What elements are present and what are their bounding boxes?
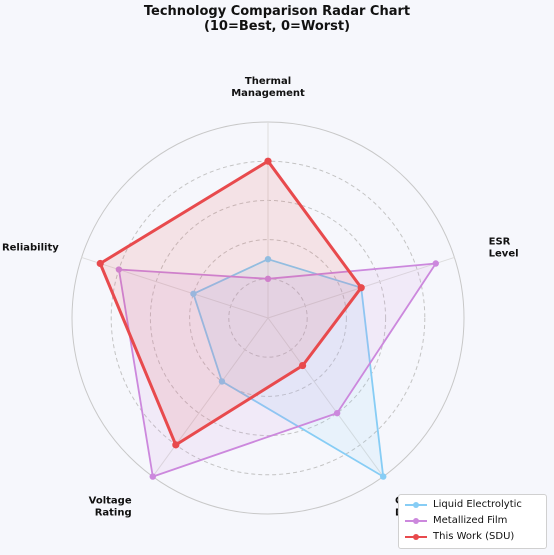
- series-area-1: [118, 262, 437, 478]
- series-0-point-3: [190, 290, 197, 297]
- legend-swatch: [405, 518, 427, 524]
- legend-item: This Work (SDU): [399, 529, 546, 545]
- series-1-point-0: [432, 260, 439, 267]
- series-1-point-4: [264, 275, 272, 282]
- grid-ring-4: [189, 239, 347, 397]
- axis-label-4: Thermal Management: [231, 76, 305, 99]
- series-area-0: [192, 258, 385, 478]
- series-2-point-1: [298, 361, 307, 370]
- legend-swatch: [405, 502, 427, 508]
- legend-swatch: [405, 534, 427, 540]
- grid-spoke-2: [152, 317, 269, 477]
- legend-item: Metallized Film: [399, 513, 546, 529]
- series-0-point-2: [218, 378, 226, 385]
- series-2-point-2: [172, 441, 180, 449]
- chart-title: Technology Comparison Radar Chart (10=Be…: [0, 4, 554, 34]
- series-1-point-3: [115, 266, 123, 273]
- chart-title-main: Technology Comparison Radar Chart: [143, 4, 411, 19]
- grid-spoke-1: [267, 317, 384, 477]
- axis-label-2: Voltage Rating: [89, 496, 132, 519]
- legend: Liquid Electrolytic Metallized Film This W…: [398, 494, 547, 549]
- axis-label-3: Reliability: [2, 242, 59, 253]
- series-area-2: [98, 159, 363, 447]
- series-0-point-4: [264, 256, 272, 263]
- legend-item: Liquid Electrolytic: [399, 497, 546, 513]
- series-0-point-1: [380, 473, 387, 480]
- legend-label: Metallized Film: [433, 515, 508, 526]
- series-1-point-1: [333, 409, 341, 417]
- legend-label: This Work (SDU): [433, 531, 515, 542]
- series-2-point-3: [96, 259, 104, 268]
- series-2-point-4: [264, 157, 272, 165]
- axis-label-0: ESR Level: [489, 236, 519, 259]
- chart-subtitle: (10=Best, 0=Worst): [203, 19, 351, 34]
- series-2-point-0: [357, 284, 365, 292]
- grid-spoke-3: [81, 256, 269, 319]
- legend-label: Liquid Electrolytic: [433, 499, 522, 510]
- series-1-point-2: [149, 473, 156, 480]
